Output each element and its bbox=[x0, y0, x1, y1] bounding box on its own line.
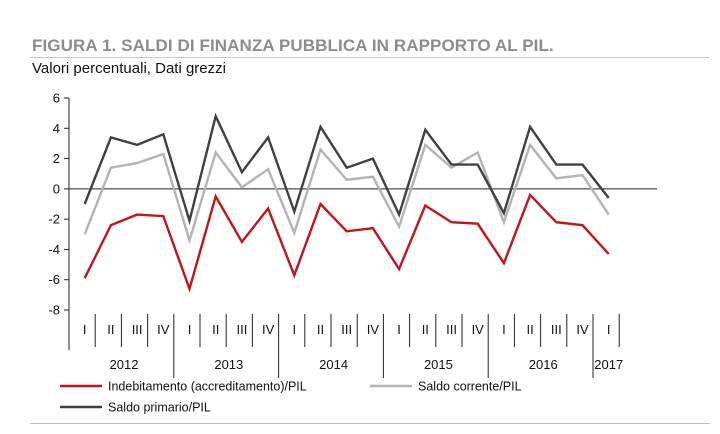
quarter-label: I bbox=[607, 322, 611, 337]
quarter-label: IV bbox=[157, 322, 170, 337]
chart-axes: 6 4 2 0 -2 -4 -6 -8 bbox=[48, 91, 657, 350]
chart-series bbox=[83, 112, 610, 293]
year-label: 2012 bbox=[110, 357, 139, 372]
y-tick-label: -4 bbox=[48, 242, 60, 257]
quarter-label: II bbox=[212, 322, 219, 337]
bottom-divider bbox=[30, 423, 710, 424]
quarter-label: III bbox=[341, 322, 352, 337]
year-label: 2013 bbox=[214, 357, 243, 372]
chart-title: FIGURA 1. SALDI DI FINANZA PUBBLICA IN R… bbox=[32, 36, 554, 55]
chart-legend: Indebitamento (accreditamento)/PIL Saldo … bbox=[60, 380, 522, 415]
quarter-label: I bbox=[502, 322, 506, 337]
legend-label: Saldo corrente/PIL bbox=[418, 380, 522, 394]
quarter-label: IV bbox=[367, 322, 380, 337]
year-label: 2014 bbox=[319, 357, 348, 372]
quarter-label: III bbox=[236, 322, 247, 337]
quarter-label: III bbox=[446, 322, 457, 337]
series-line-2 bbox=[83, 142, 610, 245]
quarter-label: IV bbox=[472, 322, 485, 337]
y-tick-label: 4 bbox=[53, 121, 60, 136]
quarter-label: II bbox=[107, 322, 114, 337]
chart-subtitle: Valori percentuali, Dati grezzi bbox=[32, 60, 226, 77]
legend-label: Saldo primario/PIL bbox=[108, 401, 211, 415]
quarter-label: I bbox=[188, 322, 192, 337]
x-axis-categories: I II III IV I II III IV I II III IV I II III IV I II III IV… bbox=[83, 314, 623, 378]
quarter-label: IV bbox=[262, 322, 275, 337]
series-line-3 bbox=[83, 112, 610, 226]
quarter-label: II bbox=[527, 322, 534, 337]
year-label: 2016 bbox=[529, 357, 558, 372]
quarter-label: I bbox=[83, 322, 87, 337]
y-tick-label: 0 bbox=[53, 181, 60, 196]
y-tick-label: -6 bbox=[48, 272, 60, 287]
title-divider bbox=[30, 57, 710, 58]
quarter-label: II bbox=[422, 322, 429, 337]
year-label: 2015 bbox=[424, 357, 453, 372]
quarter-label: III bbox=[551, 322, 562, 337]
quarter-label: IV bbox=[576, 322, 589, 337]
quarter-label: II bbox=[317, 322, 324, 337]
y-tick-label: -2 bbox=[48, 212, 60, 227]
series-line-1 bbox=[83, 192, 610, 293]
quarter-label: III bbox=[132, 322, 143, 337]
y-tick-label: 2 bbox=[53, 151, 60, 166]
quarter-label: I bbox=[397, 322, 401, 337]
quarter-label: I bbox=[293, 322, 297, 337]
legend-label: Indebitamento (accreditamento)/PIL bbox=[108, 380, 307, 394]
y-tick-label: 6 bbox=[53, 91, 60, 106]
y-tick-label: -8 bbox=[48, 303, 60, 318]
year-label: 2017 bbox=[594, 357, 623, 372]
